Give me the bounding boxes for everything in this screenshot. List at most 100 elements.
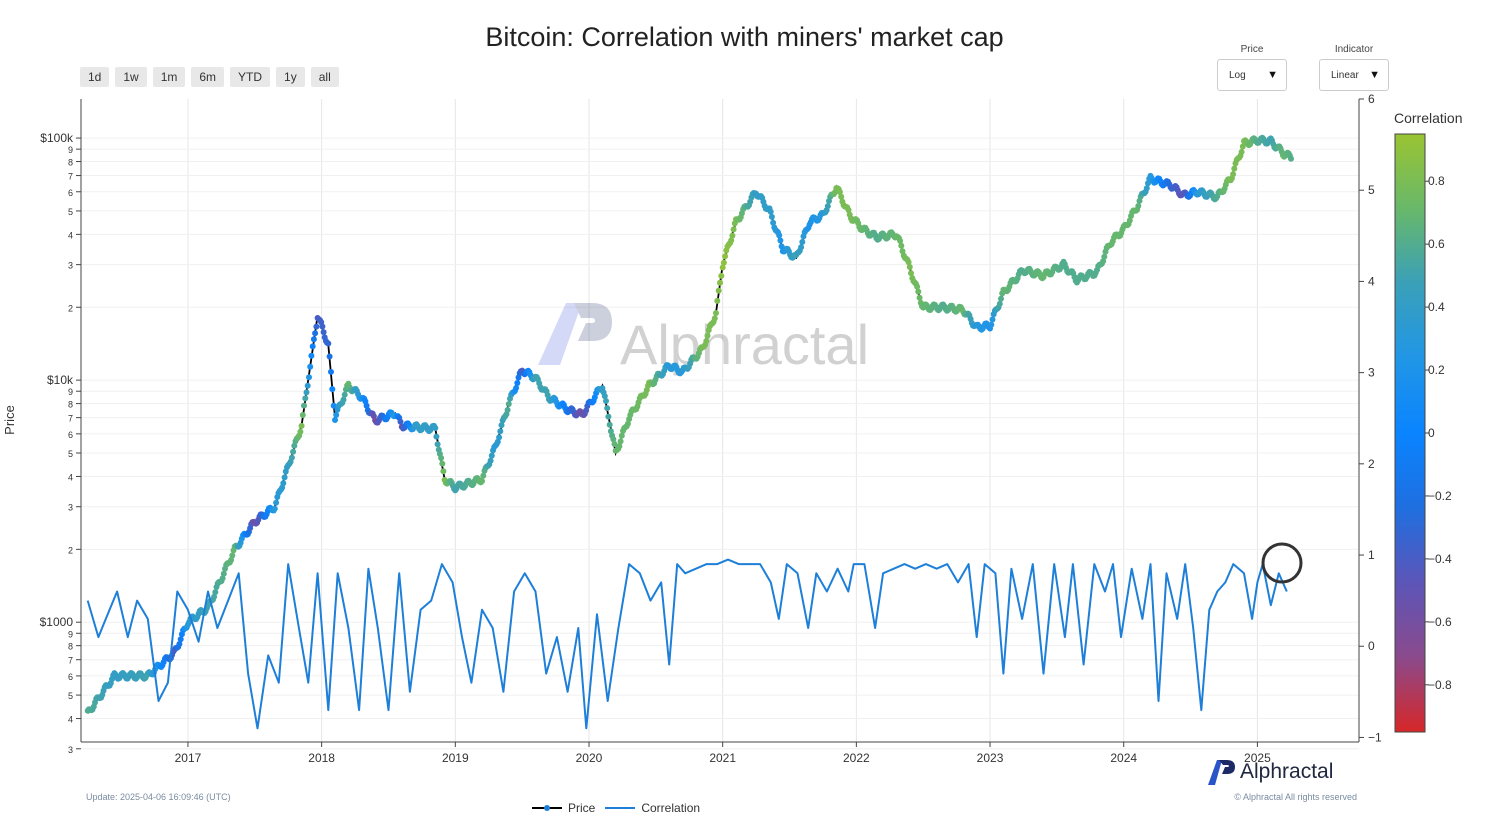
price-point: [1230, 171, 1237, 178]
price-point: [1231, 165, 1238, 172]
y-left-tick-label: 6: [68, 430, 73, 440]
y-left-tick-label: 5: [68, 691, 73, 701]
colorbar-tick-label: 0.8: [1428, 174, 1445, 188]
y-left-tick-label: $1000: [40, 615, 74, 629]
indicator-scale-select[interactable]: Linear ▼: [1319, 59, 1389, 91]
price-legend-swatch: [532, 805, 562, 811]
price-point: [310, 336, 317, 343]
price-point: [514, 380, 521, 386]
price-point: [1145, 180, 1151, 187]
price-point: [306, 374, 312, 381]
price-point: [845, 207, 852, 213]
y-left-tick-label: 4: [68, 230, 73, 240]
price-point: [606, 421, 613, 428]
colorbar-tick-label: 0.4: [1428, 300, 1445, 314]
y-right-tick-label: −1: [1368, 730, 1382, 744]
price-point: [1143, 185, 1150, 192]
price-point: [989, 316, 996, 323]
y-left-tick-label: 2: [68, 545, 73, 555]
range-button-1m[interactable]: 1m: [152, 67, 186, 87]
price-point: [504, 407, 511, 413]
price-point: [432, 425, 439, 431]
brand-name: Alphractal: [1240, 760, 1334, 783]
y-left-tick-label: 8: [68, 642, 73, 652]
price-point: [513, 385, 520, 391]
price-point: [312, 330, 319, 337]
price-point: [729, 232, 736, 239]
price-point: [479, 478, 485, 485]
price-point: [616, 443, 623, 450]
price-point: [703, 338, 710, 345]
colorbar: [1394, 133, 1426, 733]
x-tick-label: 2022: [843, 751, 870, 765]
y-left-tick-label: 5: [68, 207, 73, 217]
x-tick-label: 2021: [709, 751, 736, 765]
x-tick-label: 2019: [442, 751, 469, 765]
x-tick-label: 2023: [977, 751, 1004, 765]
price-scale-group: Price Log ▼: [1217, 44, 1287, 91]
price-point: [308, 352, 315, 359]
range-button-ytd[interactable]: YTD: [230, 67, 271, 87]
price-point: [770, 219, 777, 226]
y-right-tick-label: 5: [1368, 183, 1375, 197]
price-point: [313, 323, 320, 330]
price-point: [824, 203, 831, 210]
price-point: [905, 259, 912, 266]
price-point: [988, 321, 995, 328]
y-right-tick-label: 0: [1368, 639, 1375, 653]
y-left-tick-label: 7: [68, 414, 73, 424]
price-point: [898, 242, 905, 249]
price-point: [290, 448, 297, 455]
price-point: [776, 232, 783, 239]
price-point: [301, 402, 307, 409]
price-point: [713, 310, 719, 316]
price-point: [326, 353, 333, 360]
price-point: [397, 418, 404, 425]
range-button-all[interactable]: all: [310, 67, 339, 87]
caret-down-icon: ▼: [1267, 69, 1278, 81]
price-point: [718, 272, 725, 279]
legend-item-price[interactable]: Price: [532, 801, 595, 815]
price-point: [280, 480, 287, 487]
price-scale-select[interactable]: Log ▼: [1217, 59, 1287, 91]
price-point: [176, 641, 183, 647]
colorbar-tick-label: 0.2: [1428, 363, 1445, 377]
price-point: [211, 593, 218, 600]
price-point: [1135, 203, 1142, 209]
price-point: [897, 237, 904, 244]
y-right-tick-label: 6: [1368, 92, 1375, 106]
price-point: [618, 432, 625, 439]
price-point: [319, 323, 326, 330]
price-point: [611, 441, 618, 447]
price-point: [281, 474, 288, 481]
price-point: [304, 382, 311, 389]
price-point: [505, 401, 512, 407]
alphractal-logo-icon: [1208, 760, 1235, 785]
range-button-1y[interactable]: 1y: [276, 67, 305, 87]
range-button-1w[interactable]: 1w: [115, 67, 147, 87]
y-left-tick-label: 4: [68, 472, 73, 482]
y-left-tick-label: $10k: [47, 373, 74, 387]
price-point: [177, 636, 184, 643]
price-point: [212, 589, 219, 596]
x-tick-label: 2020: [576, 751, 603, 765]
price-markers: [84, 134, 1294, 714]
price-point: [915, 288, 922, 295]
x-tick-label: 2018: [308, 751, 335, 765]
price-point: [496, 434, 503, 441]
y-left-tick-label: 9: [68, 387, 73, 397]
range-button-1d[interactable]: 1d: [80, 67, 110, 87]
correlation-line: [86, 558, 1288, 730]
y-left-tick-label: 9: [68, 629, 73, 639]
price-point: [329, 386, 336, 393]
watermark: Alphractal: [538, 303, 869, 376]
chart-title: Bitcoin: Correlation with miners' market…: [485, 22, 1004, 52]
y-left-tick-label: 6: [68, 672, 73, 682]
watermark-logo-icon: [538, 303, 612, 365]
y-right-tick-label: 4: [1368, 274, 1375, 288]
price-point: [333, 412, 340, 418]
range-button-6m[interactable]: 6m: [191, 67, 225, 87]
price-point: [722, 253, 729, 260]
legend-item-correlation[interactable]: Correlation: [605, 801, 700, 815]
